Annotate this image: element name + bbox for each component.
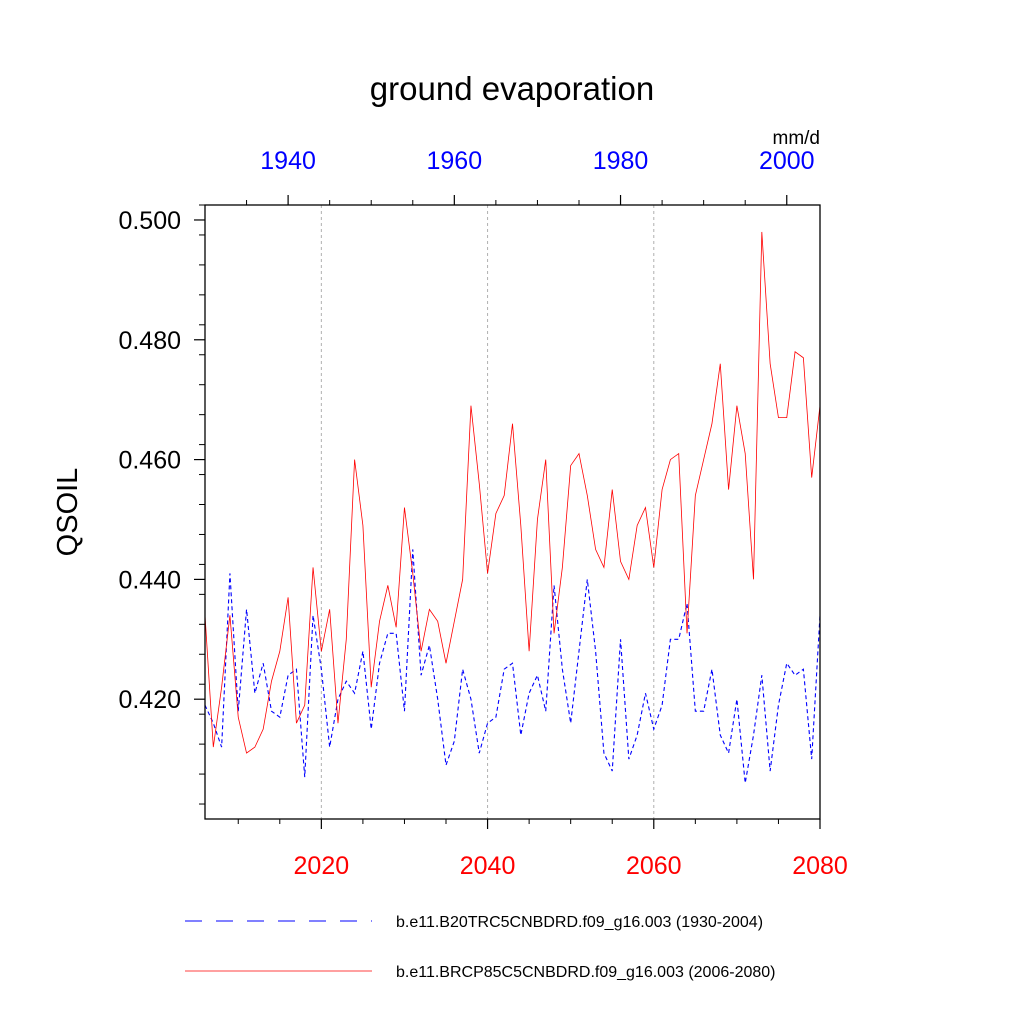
legend-label-rcp85: b.e11.BRCP85C5CNBDRD.f09_g16.003 (2006-2…	[396, 964, 775, 981]
tick-labels: 0.420 0.440 0.460 0.480 0.500 2020 2040 2060 208…	[118, 147, 847, 880]
series-line-1	[204, 231, 821, 754]
y-tick-label: 0.500	[118, 207, 181, 235]
series-line-0	[204, 549, 821, 784]
y-tick-label: 0.420	[118, 686, 181, 714]
x-bottom-tick-label: 2080	[792, 852, 848, 880]
y-tick-label: 0.480	[118, 327, 181, 355]
x-top-tick-label: 1980	[593, 147, 649, 175]
legend: b.e11.B20TRC5CNBDRD.f09_g16.003 (1930-20…	[185, 914, 775, 981]
y-axis-label: QSOIL	[52, 468, 84, 557]
x-top-tick-label: 1960	[427, 147, 483, 175]
x-top-tick-label: 2000	[759, 147, 815, 175]
axis-ticks	[194, 195, 821, 829]
x-top-tick-label: 1940	[260, 147, 316, 175]
legend-label-historical: b.e11.B20TRC5CNBDRD.f09_g16.003 (1930-20…	[396, 914, 763, 931]
x-bottom-tick-label: 2060	[626, 852, 682, 880]
grid-lines	[320, 205, 655, 819]
y-tick-label: 0.460	[118, 447, 181, 475]
x-bottom-tick-label: 2040	[460, 852, 516, 880]
x-bottom-tick-label: 2020	[294, 852, 350, 880]
series-layer	[204, 231, 821, 784]
y-tick-label: 0.440	[118, 566, 181, 594]
chart-title: ground evaporation	[370, 70, 654, 107]
plot-frame	[204, 204, 821, 820]
units-label: mm/d	[773, 128, 821, 149]
